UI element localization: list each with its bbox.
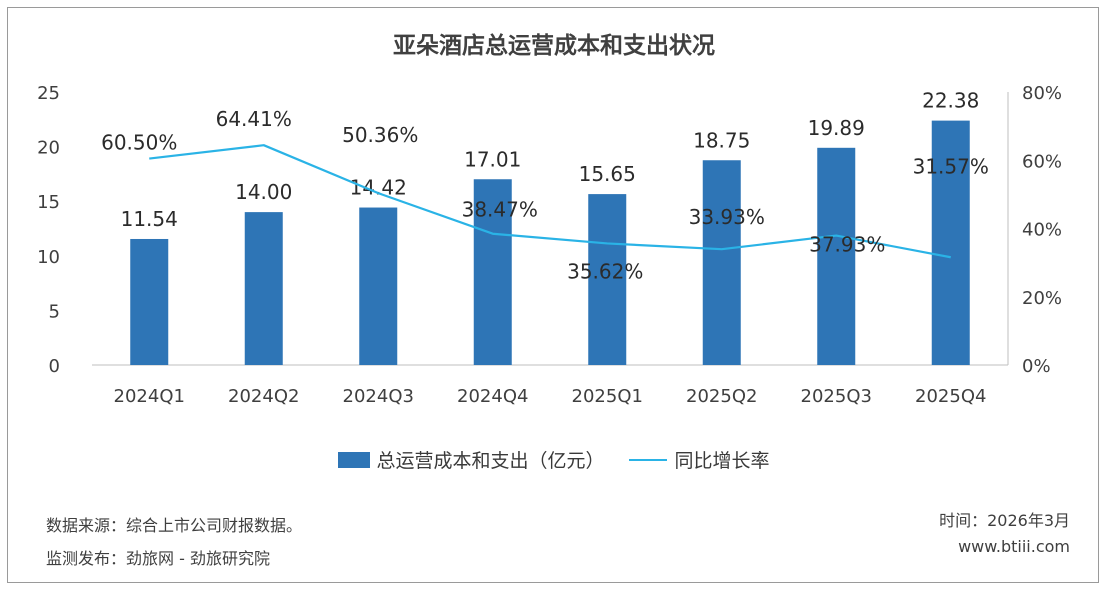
time-note: 时间：2026年3月 (939, 511, 1070, 530)
x-tick-label: 2024Q2 (228, 386, 299, 407)
line-value-label: 64.41% (216, 107, 292, 131)
bar-value-label: 15.65 (579, 162, 636, 186)
bar-value-label: 14.42 (350, 176, 407, 200)
x-tick-label: 2025Q2 (686, 386, 757, 407)
bar (702, 160, 741, 365)
line-value-label: 38.47% (462, 198, 538, 222)
x-tick-label: 2025Q3 (801, 386, 872, 407)
bar (588, 194, 627, 365)
legend-label-bars: 总运营成本和支出（亿元） (376, 450, 605, 472)
line-value-label: 50.36% (342, 123, 418, 147)
bar (359, 207, 398, 365)
bar-value-label: 14.00 (235, 180, 292, 204)
x-tick-label: 2025Q1 (572, 386, 643, 407)
line-value-label: 60.50% (101, 131, 177, 155)
line-value-label: 35.62% (567, 259, 643, 283)
y-left-tick-label: 0 (49, 356, 60, 377)
x-tick-label: 2024Q4 (457, 386, 528, 407)
y-left-tick-label: 10 (37, 247, 60, 268)
publisher-note: 监测发布：劲旅网 - 劲旅研究院 (46, 549, 270, 568)
bar (817, 147, 856, 365)
legend-bar-swatch (338, 451, 371, 468)
legend-line-swatch (628, 458, 667, 461)
bar (931, 120, 970, 365)
bar (130, 238, 169, 365)
bar (244, 212, 283, 365)
chart-frame (7, 7, 1099, 583)
bar (473, 179, 512, 365)
bar-value-label: 22.38 (922, 89, 979, 113)
x-tick-label: 2025Q4 (915, 386, 986, 407)
y-left-tick-label: 15 (37, 192, 60, 213)
bar-value-label: 11.54 (121, 207, 178, 231)
legend: 总运营成本和支出（亿元） 同比增长率 (0, 446, 1108, 473)
bar-value-label: 17.01 (464, 147, 521, 171)
legend-label-line: 同比增长率 (674, 450, 770, 472)
chart-title: 亚朵酒店总运营成本和支出状况 (393, 33, 715, 59)
y-right-tick-label: 20% (1022, 288, 1062, 309)
source-note: 数据来源：综合上市公司财报数据。 (46, 516, 303, 535)
bar-value-label: 19.89 (808, 116, 865, 140)
y-left-tick-label: 5 (49, 301, 60, 322)
y-right-tick-label: 0% (1022, 356, 1051, 377)
line-value-label: 37.93% (809, 233, 885, 257)
x-tick-label: 2024Q3 (343, 386, 414, 407)
line-value-label: 33.93% (689, 205, 765, 229)
growth-rate-line (149, 144, 951, 259)
y-left-tick-label: 25 (37, 83, 60, 104)
y-right-tick-label: 40% (1022, 220, 1062, 241)
line-value-label: 31.57% (913, 154, 989, 178)
y-right-tick-label: 60% (1022, 151, 1062, 172)
bar-value-label: 18.75 (693, 128, 750, 152)
y-right-tick-label: 80% (1022, 83, 1062, 104)
legend-item-line[interactable]: 同比增长率 (621, 446, 770, 473)
legend-item-bars[interactable]: 总运营成本和支出（亿元） (338, 446, 605, 473)
y-left-tick-label: 20 (37, 138, 60, 159)
x-tick-label: 2024Q1 (114, 386, 185, 407)
website-note: www.btiii.com (958, 537, 1070, 556)
